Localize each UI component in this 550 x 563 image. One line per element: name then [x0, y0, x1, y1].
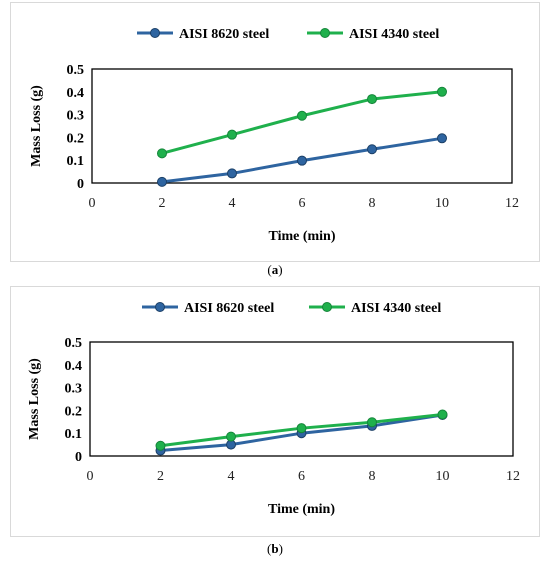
- chart-a-legend-swatch-marker: [320, 28, 330, 38]
- chart-a-x-tick-label: 6: [299, 196, 306, 211]
- chart-b-x-tick-label: 0: [87, 469, 94, 484]
- chart-a-x-tick-label: 8: [369, 196, 376, 211]
- chart-b-plot-frame: [89, 341, 514, 457]
- chart-b-x-tick-label: 4: [228, 469, 235, 484]
- chart-b-x-tick-label: 12: [506, 469, 520, 484]
- chart-b-legend-swatch-marker: [155, 302, 165, 312]
- chart-b-series-2-point: [226, 431, 236, 442]
- chart-a-legend-label-1: AISI 8620 steel: [179, 27, 269, 42]
- chart-b-series-2-point: [367, 417, 377, 428]
- chart-b-y-tick-label: 0.2: [65, 404, 83, 419]
- chart-a-series-2-point: [157, 148, 167, 159]
- chart-b-x-tick-label: 2: [157, 469, 164, 484]
- chart-a-x-tick-label: 12: [505, 196, 519, 211]
- caption-a: (a): [267, 262, 283, 277]
- chart-a-series-1-point: [437, 133, 447, 144]
- chart-a-svg: 0 0.1 0.2 0.3 0.4 0.5 0 2 4 6 8 10 12 Time (min) Mass …: [29, 27, 519, 244]
- caption-a-letter: a: [271, 262, 279, 277]
- chart-a-x-tick-label: 0: [89, 196, 96, 211]
- chart-a-x-axis-label: Time (min): [268, 229, 335, 244]
- chart-b-y-axis-label: Mass Loss (g): [27, 358, 42, 440]
- chart-a-legend-label-2: AISI 4340 steel: [349, 27, 439, 42]
- chart-a-series-2-point: [297, 110, 307, 121]
- chart-a-series-1-point: [297, 155, 307, 166]
- chart-a-series-1-point: [367, 144, 377, 155]
- caption-b: (b): [267, 541, 283, 556]
- chart-b-x-tick-label: 6: [298, 469, 305, 484]
- chart-b-series-2-point: [296, 423, 307, 434]
- chart-a-series-1-point: [157, 176, 167, 187]
- chart-b-series-2-point: [437, 409, 448, 420]
- chart-b-x-axis-label: Time (min): [268, 502, 335, 517]
- chart-a-x-tick-label: 4: [229, 196, 236, 211]
- chart-a-series-2-point: [227, 129, 237, 140]
- chart-b-x-tick-label: 10: [436, 469, 450, 484]
- chart-panel-a: 0 0.1 0.2 0.3 0.4 0.5 0 2 4 6 8 10 12 Time (min) Mass …: [10, 2, 540, 262]
- chart-b-legend-swatch-marker: [322, 302, 332, 312]
- chart-a-x-tick-label: 2: [159, 196, 166, 211]
- chart-a-y-tick-label: 0.2: [67, 131, 85, 146]
- chart-b-legend-label-2: AISI 4340 steel: [351, 301, 441, 316]
- caption-b-letter: b: [271, 541, 279, 556]
- chart-a-y-tick-label: 0.1: [67, 154, 85, 169]
- chart-a-series-1-point: [227, 168, 237, 179]
- chart-a-series-2-point: [437, 86, 447, 97]
- chart-a-plot-frame: [91, 68, 513, 184]
- chart-panel-b: 0 0.1 0.2 0.3 0.4 0.5 0 2 4 6 8 10 12 Time (min) Mass …: [10, 286, 540, 537]
- chart-a-y-tick-label: 0.5: [67, 63, 85, 78]
- chart-b-legend-label-1: AISI 8620 steel: [184, 301, 274, 316]
- chart-b-y-tick-label: 0.3: [65, 382, 83, 397]
- chart-a-y-tick-label: 0.4: [67, 86, 85, 101]
- chart-b-y-tick-label: 0.4: [65, 359, 83, 374]
- chart-a-legend-swatch-marker: [150, 28, 160, 38]
- chart-b-y-tick-label: 0.1: [65, 427, 83, 442]
- chart-a-x-tick-label: 10: [435, 196, 449, 211]
- chart-a-y-tick-label: 0: [77, 177, 84, 192]
- chart-a-y-tick-label: 0.3: [67, 109, 85, 124]
- chart-b-y-tick-label: 0.5: [65, 336, 83, 351]
- chart-b-y-tick-label: 0: [75, 450, 82, 465]
- chart-b-svg: 0 0.1 0.2 0.3 0.4 0.5 0 2 4 6 8 10 12 Time (min) Mass …: [27, 301, 520, 517]
- chart-a-y-axis-label: Mass Loss (g): [29, 85, 44, 167]
- chart-b-series-2-point: [155, 440, 166, 451]
- chart-b-x-tick-label: 8: [369, 469, 376, 484]
- chart-a-series-2-point: [367, 94, 377, 105]
